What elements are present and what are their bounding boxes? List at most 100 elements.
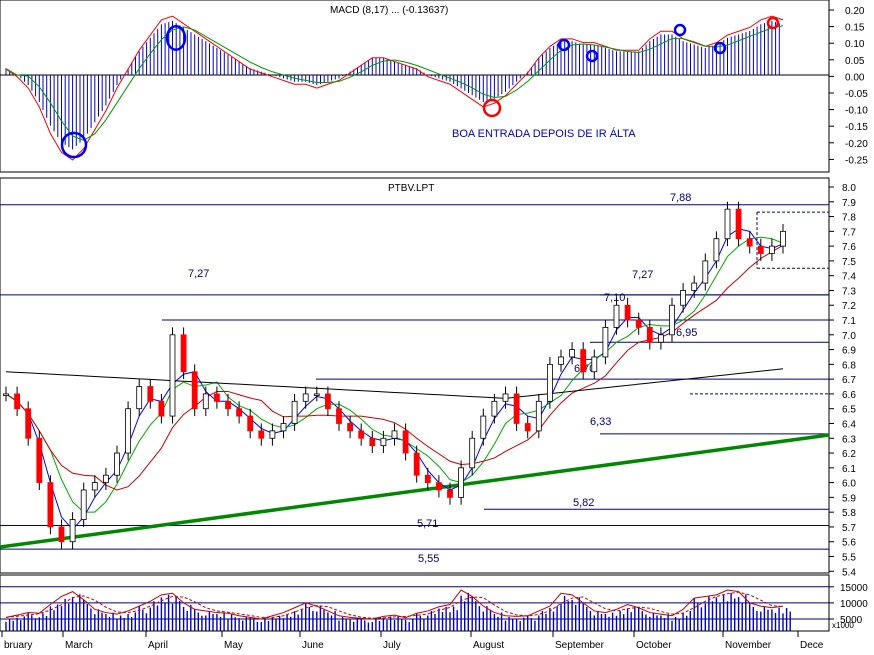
macd-highlight-circle <box>165 25 187 51</box>
price-ytick-label: 5.4 <box>842 567 856 578</box>
volume-ytick-label: 5000 <box>840 615 863 626</box>
price-candle <box>469 437 476 469</box>
price-candle <box>114 452 120 476</box>
price-candle <box>169 334 176 417</box>
price-ytick-label: 6.8 <box>842 360 856 371</box>
price-ytick-label: 6.3 <box>842 434 856 445</box>
price-ytick-label: 5.5 <box>842 553 856 564</box>
price-level-label: 5,55 <box>418 553 439 565</box>
price-ytick-label: 5.7 <box>842 523 856 534</box>
price-candle <box>402 430 409 454</box>
price-candle <box>25 408 32 439</box>
macd-ytick-label: -0.25 <box>845 155 868 166</box>
volume-layer <box>0 586 829 631</box>
price-ytick-label: 7.3 <box>842 286 856 297</box>
price-level-label: 7,10 <box>604 292 625 304</box>
price-level-label: 7,88 <box>670 192 691 204</box>
price-ytick-label: 7.6 <box>842 242 856 253</box>
price-level-label: 7,27 <box>632 269 653 281</box>
price-candle <box>358 430 365 439</box>
month-label: June <box>302 640 324 650</box>
macd-signal-line <box>5 25 784 141</box>
price-candle <box>569 349 575 358</box>
month-label: bruary <box>4 640 32 650</box>
month-label: October <box>636 640 672 650</box>
price-candle <box>158 400 165 417</box>
price-ytick-label: 5.9 <box>842 493 856 504</box>
macd-line <box>5 15 784 161</box>
price-candle <box>635 319 642 328</box>
price-ma-200 <box>5 368 784 399</box>
price-ytick-label: 6.0 <box>842 479 856 490</box>
price-title: PTBV.LPT <box>388 183 434 194</box>
price-ytick-label: 6.7 <box>842 375 856 386</box>
price-ytick-label: 6.4 <box>842 419 856 430</box>
price-candle <box>3 393 9 396</box>
price-candle <box>58 526 65 543</box>
price-candle <box>391 430 398 439</box>
month-label: November <box>725 640 772 650</box>
volume-avg-line <box>5 591 784 619</box>
price-candle <box>558 356 564 365</box>
macd-ytick-label: 0.00 <box>845 72 865 83</box>
price-candle <box>702 260 709 284</box>
price-candle <box>780 230 786 247</box>
price-candle <box>47 482 54 528</box>
volume-unit-label: x1000 <box>832 621 854 630</box>
month-label: April <box>148 640 168 650</box>
macd-ytick-label: -0.10 <box>845 106 868 117</box>
price-candle <box>202 393 209 410</box>
price-ytick-label: 5.8 <box>842 508 856 519</box>
price-candle <box>424 474 431 483</box>
price-candle <box>547 363 553 402</box>
price-candle <box>236 408 243 417</box>
macd-highlight-circle <box>673 23 687 37</box>
price-candle <box>247 415 254 432</box>
macd-ytick-label: 0.20 <box>845 6 865 17</box>
price-candle <box>435 482 442 491</box>
axis-layer: 0.20 0.15 0.10 0.05 0.00 -0.05 -0.10 -0.15 -0.20… <box>0 6 868 651</box>
price-candle <box>691 282 698 291</box>
price-candle <box>213 393 220 402</box>
macd-ytick-label: 0.05 <box>845 56 865 67</box>
price-candle <box>103 474 109 483</box>
macd-highlight-circle <box>482 98 502 118</box>
price-ytick-label: 6.6 <box>842 390 856 401</box>
price-ytick-label: 7.0 <box>842 331 856 342</box>
price-candle <box>69 519 76 543</box>
price-layer: 7,887,277,277,106,956,706,335,825,715,55 <box>0 192 830 565</box>
price-level-label: 5,71 <box>417 518 438 530</box>
price-candle <box>735 208 742 240</box>
macd-highlight-circle <box>585 49 599 63</box>
price-candle <box>724 208 731 240</box>
price-candle <box>36 437 43 484</box>
price-ytick-label: 7.5 <box>842 257 856 268</box>
macd-header: MACD (8,17) ... (-0.13637) <box>330 5 448 16</box>
price-candle <box>147 386 154 402</box>
price-candle <box>658 334 664 343</box>
volume-ytick-label: 10000 <box>840 599 868 610</box>
price-candle <box>535 400 542 432</box>
month-label: September <box>555 640 605 650</box>
price-candle <box>413 452 420 476</box>
price-candle <box>291 400 298 424</box>
macd-ytick-label: -0.15 <box>845 122 868 133</box>
price-candle <box>80 489 87 520</box>
price-candle <box>491 400 498 417</box>
macd-ytick-label: 0.10 <box>845 39 865 50</box>
price-ytick-label: 7.2 <box>842 301 856 312</box>
volume-line <box>5 589 784 620</box>
price-candle <box>14 393 21 410</box>
price-candle <box>613 304 620 328</box>
macd-highlight-circle <box>557 38 571 52</box>
month-label: Dece <box>800 640 824 650</box>
price-ytick-label: 6.9 <box>842 346 856 357</box>
price-candle <box>91 482 98 491</box>
macd-highlight-circle <box>766 16 780 30</box>
price-candle <box>524 423 531 432</box>
price-candle <box>347 423 354 432</box>
macd-layer <box>0 15 829 161</box>
price-ytick-label: 7.1 <box>842 316 856 327</box>
price-candle <box>313 393 320 396</box>
